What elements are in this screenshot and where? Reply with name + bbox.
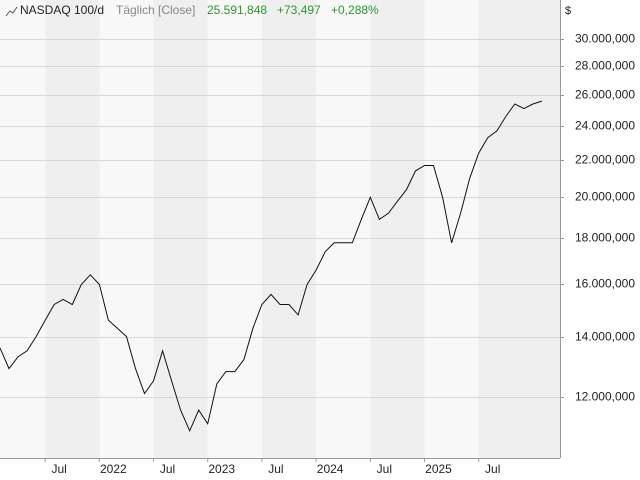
x-tick-label: Jul [51,462,66,476]
x-tick-label: Jul [268,462,283,476]
y-unit: $ [565,5,571,17]
x-tick-label: 2023 [208,462,235,476]
background-band [370,0,425,458]
change-percent: +0,288% [331,3,379,17]
background-band [261,0,317,458]
chart-subtitle: Täglich [Close] [116,3,195,17]
x-tick-label: Jul [160,462,175,476]
background-band [99,0,154,458]
x-tick-label: 2022 [100,462,127,476]
chart-title: NASDAQ 100/d [20,3,104,17]
y-tick-label: 20.000,000 [575,190,635,204]
background-band [478,0,560,458]
y-tick-label: 18.000,000 [575,231,635,245]
y-tick-label: 22.000,000 [575,153,635,167]
change: +73,497 [277,3,321,17]
background-band [153,0,208,458]
x-tick-label: Jul [377,462,392,476]
background-band [0,0,46,458]
background-band [45,0,100,458]
price-line [0,100,543,433]
last-price: 25.591,848 [207,3,267,17]
line-icon [5,6,18,17]
plot-area [0,0,560,458]
y-tick-label: 28.000,000 [575,59,635,73]
background-band [316,0,371,458]
background-band [424,0,479,458]
y-tick-label: 16.000,000 [575,277,635,291]
background-band [207,0,262,458]
y-tick-label: 26.000,000 [575,88,635,102]
x-tick-label: 2024 [317,462,344,476]
y-tick-label: 14.000,000 [575,330,635,344]
y-tick-label: 24.000,000 [575,119,635,133]
x-tick-label: Jul [485,462,500,476]
x-tick-label: 2025 [425,462,452,476]
y-tick-label: 30.000,000 [575,32,635,46]
y-tick-label: 12.000,000 [575,390,635,404]
